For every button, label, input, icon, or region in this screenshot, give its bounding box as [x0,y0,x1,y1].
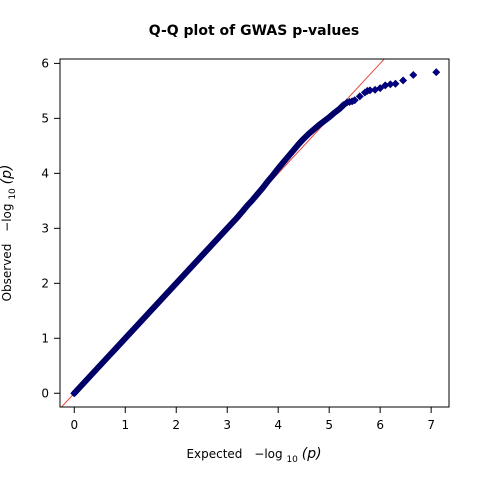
y-axis-label-argument: (p) [0,165,15,185]
data-point [391,79,400,88]
dense-points-band [71,101,348,397]
y-tick-label: 3 [41,221,49,235]
x-axis-label-argument: (p) [302,446,322,462]
data-point [350,96,359,105]
x-tick-label: 0 [70,418,78,432]
y-axis-label: Observed −log 10 (p) [0,165,18,302]
data-point [432,68,441,77]
y-tick-label: 4 [41,166,49,180]
y-tick-label: 2 [41,276,49,290]
x-tick-label: 3 [223,418,231,432]
y-tick-label: 1 [41,331,49,345]
plot-frame [59,58,450,408]
data-point [70,389,79,398]
x-axis-label-prefix: Expected [186,447,242,461]
x-tick-label: 1 [121,418,129,432]
data-point [399,76,408,85]
x-axis: 0 1 2 3 4 5 6 7 [70,407,435,432]
x-tick-label: 6 [376,418,384,432]
y-tick-label: 6 [41,56,49,70]
data-points [70,68,441,398]
x-axis-label: Expected −log 10 (p) [186,446,321,465]
y-axis-label-minus: −log [0,204,14,232]
y-tick-label: 5 [41,111,49,125]
x-tick-label: 7 [427,418,435,432]
x-tick-label: 5 [325,418,333,432]
x-tick-label: 4 [274,418,282,432]
x-axis-label-subscript: 10 [286,455,298,465]
data-point [355,92,364,101]
x-axis-label-minus: −log [254,447,282,461]
y-axis-label-subscript: 10 [8,188,18,200]
chart-title: Q-Q plot of GWAS p-values [149,23,359,39]
data-point [409,70,418,79]
y-axis-label-prefix: Observed [0,244,14,302]
y-axis: 0 1 2 3 4 5 6 [41,56,60,400]
data-point [376,84,385,93]
y-tick-label: 0 [41,386,49,400]
x-tick-label: 2 [172,418,180,432]
